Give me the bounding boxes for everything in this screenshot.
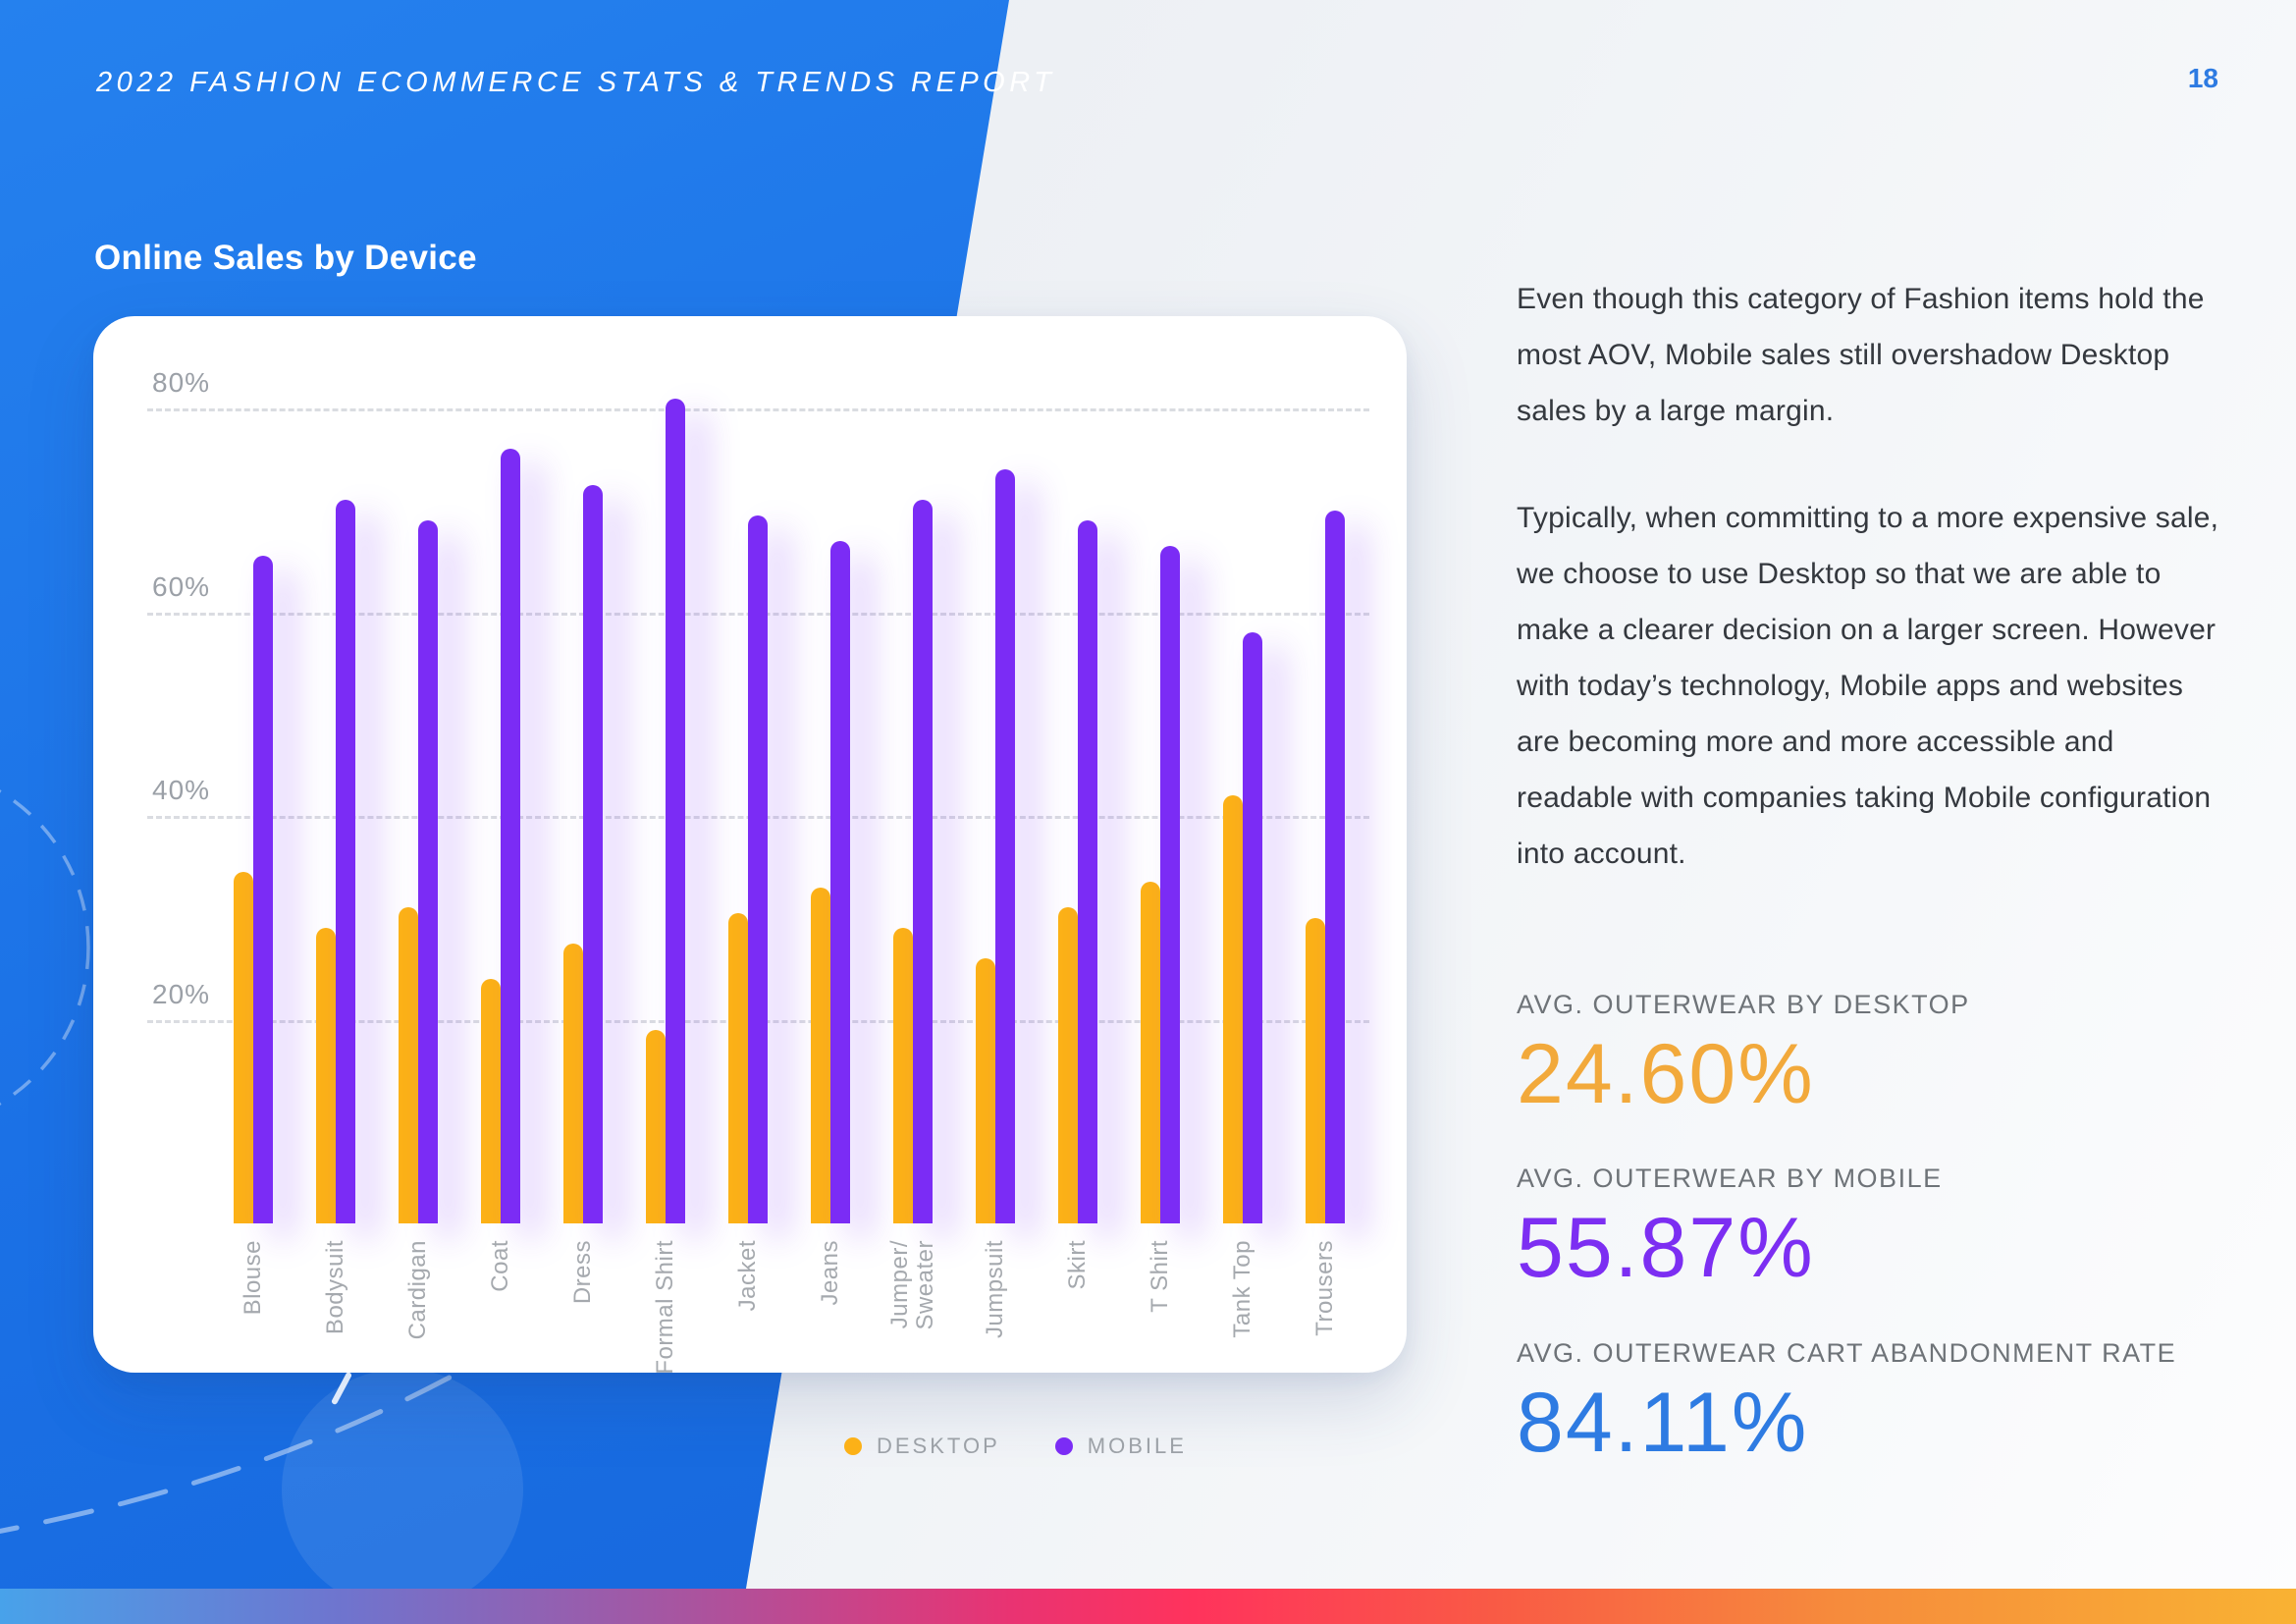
bar-desktop-tank-top (1223, 795, 1243, 1223)
bar-group-bodysuit (316, 316, 355, 1223)
y-tick-label-20: 20% (152, 978, 211, 1009)
bar-group-tank-top (1223, 316, 1262, 1223)
bar-desktop-blouse (234, 872, 253, 1223)
category-label-coat: Coat (487, 1240, 513, 1292)
report-title: 2022 FASHION ECOMMERCE STATS & TRENDS RE… (96, 67, 1056, 98)
stat-value-3: 84.11% (1517, 1375, 1809, 1470)
bar-mobile-jacket (748, 515, 768, 1223)
bar-mobile-cardigan (418, 520, 438, 1223)
page-title: Online Sales by Device (94, 239, 477, 277)
bar-group-cardigan (399, 316, 438, 1223)
category-label-tank-top: Tank Top (1229, 1240, 1255, 1338)
bar-desktop-jumpsuit (976, 958, 995, 1223)
paragraph-1: Even though this category of Fashion ite… (1517, 283, 2205, 427)
bar-mobile-dress (583, 485, 603, 1223)
legend-dot-mobile-icon (1054, 1437, 1073, 1455)
bar-mobile-trousers (1325, 511, 1345, 1223)
bar-mobile-t-shirt (1160, 546, 1180, 1223)
page-number: 18 (2187, 63, 2218, 93)
legend-item-desktop: DESKTOP (844, 1434, 1000, 1459)
category-label-formal-shirt: Formal Shirt (652, 1240, 678, 1375)
legend-label-desktop: DESKTOP (877, 1434, 1000, 1458)
bar-group-jumper-sweater (893, 316, 933, 1223)
bar-desktop-bodysuit (316, 928, 336, 1223)
stats-block: AVG. OUTERWEAR BY DESKTOP 24.60% AVG. OUTE… (1517, 990, 2243, 1512)
bar-group-coat (481, 316, 520, 1223)
category-label-jumper-sweater: Jumper/ Sweater (886, 1240, 938, 1330)
category-label-jeans: Jeans (817, 1240, 843, 1306)
bar-desktop-t-shirt (1141, 882, 1160, 1223)
bar-group-jeans (811, 316, 850, 1223)
legend-dot-desktop-icon (844, 1437, 862, 1455)
bar-group-t-shirt (1141, 316, 1180, 1223)
decorative-circle (282, 1369, 523, 1610)
y-tick-label-60: 60% (152, 570, 211, 602)
category-label-jumpsuit: Jumpsuit (982, 1240, 1008, 1339)
stat-value-1: 24.60% (1517, 1027, 1815, 1121)
bar-mobile-skirt (1078, 520, 1097, 1223)
bar-desktop-jeans (811, 888, 830, 1223)
legend-item-mobile: MOBILE (1054, 1434, 1187, 1459)
bar-mobile-jumpsuit (995, 469, 1015, 1223)
stat-label-1: AVG. OUTERWEAR BY DESKTOP (1517, 990, 1970, 1019)
category-label-trousers: Trousers (1311, 1240, 1338, 1336)
chart-legend: DESKTOP MOBILE (844, 1434, 1187, 1459)
category-label-blouse: Blouse (240, 1240, 266, 1316)
bar-group-dress (563, 316, 603, 1223)
bar-group-trousers (1306, 316, 1345, 1223)
stat-label-3: AVG. OUTERWEAR CART ABANDONMENT RATE (1517, 1337, 2177, 1368)
bar-group-skirt (1058, 316, 1097, 1223)
commentary-column: Even though this category of Fashion ite… (1517, 271, 2223, 933)
category-label-jacket: Jacket (734, 1240, 761, 1312)
bar-mobile-tank-top (1243, 632, 1262, 1223)
paragraph-2: Typically, when committing to a more exp… (1517, 502, 2219, 870)
category-label-cardigan: Cardigan (404, 1240, 431, 1340)
bar-mobile-jumper-sweater (913, 500, 933, 1223)
y-tick-label-80: 80% (152, 367, 211, 398)
y-tick-label-40: 40% (152, 775, 211, 805)
bar-mobile-blouse (253, 556, 273, 1223)
bar-group-formal-shirt (646, 316, 685, 1223)
category-label-dress: Dress (569, 1240, 596, 1305)
bar-group-jacket (728, 316, 768, 1223)
bar-desktop-jumper-sweater (893, 928, 913, 1223)
bar-mobile-coat (501, 449, 520, 1223)
dashed-circle-icon (0, 764, 90, 1131)
bar-group-jumpsuit (976, 316, 1015, 1223)
category-label-t-shirt: T Shirt (1147, 1240, 1173, 1313)
bar-desktop-coat (481, 979, 501, 1223)
bar-desktop-formal-shirt (646, 1030, 666, 1223)
bar-mobile-jeans (830, 541, 850, 1223)
bar-desktop-cardigan (399, 907, 418, 1223)
chart-card: 80% 60% 40% 20% Blouse Bodysuit Cardigan Coat D… (93, 316, 1407, 1375)
bar-desktop-trousers (1306, 918, 1325, 1223)
bar-mobile-bodysuit (336, 500, 355, 1223)
bar-desktop-dress (563, 944, 583, 1223)
rainbow-gradient-bar (0, 1589, 2296, 1624)
gridline-80 (147, 408, 1369, 411)
category-label-bodysuit: Bodysuit (322, 1240, 348, 1335)
bar-desktop-skirt (1058, 907, 1078, 1223)
bar-desktop-jacket (728, 913, 748, 1223)
category-label-skirt: Skirt (1064, 1240, 1091, 1290)
stat-value-2: 55.87% (1517, 1201, 1815, 1296)
bar-mobile-formal-shirt (666, 399, 685, 1223)
stat-label-2: AVG. OUTERWEAR BY MOBILE (1517, 1164, 1943, 1194)
bar-group-blouse (234, 316, 273, 1223)
legend-label-mobile: MOBILE (1087, 1434, 1187, 1458)
